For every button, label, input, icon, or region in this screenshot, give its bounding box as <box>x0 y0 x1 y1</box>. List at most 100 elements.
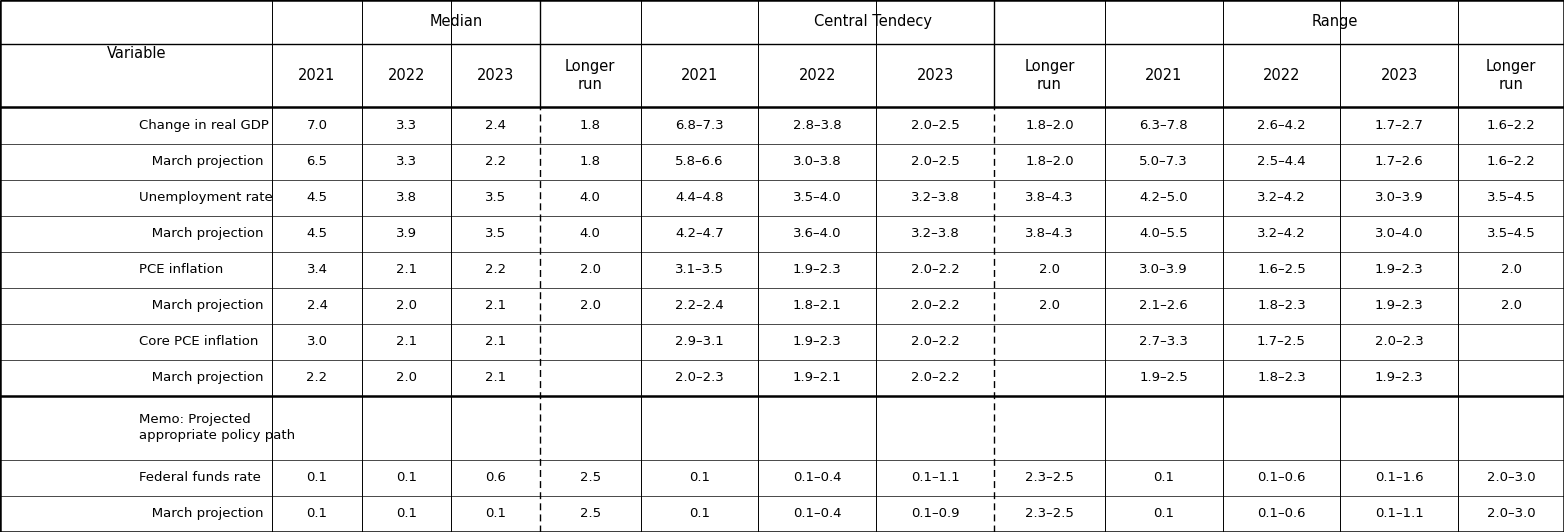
Text: 0.1–0.6: 0.1–0.6 <box>1257 471 1306 485</box>
Text: 2.0–2.2: 2.0–2.2 <box>910 300 959 312</box>
Text: 4.2–4.7: 4.2–4.7 <box>676 227 724 240</box>
Text: Core PCE inflation: Core PCE inflation <box>139 335 258 348</box>
Text: 3.5: 3.5 <box>485 227 505 240</box>
Text: 1.6–2.2: 1.6–2.2 <box>1487 155 1536 168</box>
Text: 2.2: 2.2 <box>485 155 505 168</box>
Text: 1.8–2.3: 1.8–2.3 <box>1257 371 1306 385</box>
Text: Longer
run: Longer run <box>1024 59 1074 93</box>
Text: 2022: 2022 <box>799 68 837 83</box>
Text: 2.0–2.2: 2.0–2.2 <box>910 263 959 276</box>
Text: 2.0: 2.0 <box>580 263 601 276</box>
Text: 1.9–2.3: 1.9–2.3 <box>793 335 841 348</box>
Text: 2.0: 2.0 <box>580 300 601 312</box>
Text: 2.0–2.5: 2.0–2.5 <box>910 155 959 168</box>
Text: 2.7–3.3: 2.7–3.3 <box>1139 335 1189 348</box>
Text: 0.1–1.1: 0.1–1.1 <box>1375 508 1423 520</box>
Text: 2.2: 2.2 <box>307 371 327 385</box>
Text: 2.0–2.3: 2.0–2.3 <box>676 371 724 385</box>
Text: 6.5: 6.5 <box>307 155 327 168</box>
Text: 0.1: 0.1 <box>1153 508 1175 520</box>
Text: 3.0: 3.0 <box>307 335 327 348</box>
Text: 3.3: 3.3 <box>396 119 416 132</box>
Text: 2.6–4.2: 2.6–4.2 <box>1257 119 1306 132</box>
Text: 1.8–2.3: 1.8–2.3 <box>1257 300 1306 312</box>
Text: 0.1: 0.1 <box>307 471 327 485</box>
Text: 2.1: 2.1 <box>485 335 505 348</box>
Text: 2.1: 2.1 <box>396 335 416 348</box>
Text: 2.0: 2.0 <box>396 371 416 385</box>
Text: 2.3–2.5: 2.3–2.5 <box>1024 508 1074 520</box>
Text: Memo: Projected
appropriate policy path: Memo: Projected appropriate policy path <box>139 413 296 443</box>
Text: 4.5: 4.5 <box>307 191 327 204</box>
Text: 2.0–3.0: 2.0–3.0 <box>1487 471 1536 485</box>
Text: 2.3–2.5: 2.3–2.5 <box>1024 471 1074 485</box>
Text: 2.0–3.0: 2.0–3.0 <box>1487 508 1536 520</box>
Text: 1.8: 1.8 <box>580 119 601 132</box>
Text: 0.1: 0.1 <box>396 508 416 520</box>
Text: 2.0–2.3: 2.0–2.3 <box>1375 335 1423 348</box>
Text: 2.0–2.2: 2.0–2.2 <box>910 371 959 385</box>
Text: 1.7–2.7: 1.7–2.7 <box>1375 119 1423 132</box>
Text: 2.1: 2.1 <box>485 300 505 312</box>
Text: 2.0: 2.0 <box>1038 263 1060 276</box>
Text: 0.6: 0.6 <box>485 471 505 485</box>
Text: 2.0–2.5: 2.0–2.5 <box>910 119 959 132</box>
Text: 2.0: 2.0 <box>1038 300 1060 312</box>
Text: 2.1: 2.1 <box>485 371 505 385</box>
Text: 1.9–2.1: 1.9–2.1 <box>793 371 841 385</box>
Text: 0.1–0.6: 0.1–0.6 <box>1257 508 1306 520</box>
Text: 2.5: 2.5 <box>580 508 601 520</box>
Text: 2022: 2022 <box>1262 68 1300 83</box>
Text: 0.1–0.4: 0.1–0.4 <box>793 508 841 520</box>
Text: 7.0: 7.0 <box>307 119 327 132</box>
Text: 0.1: 0.1 <box>1153 471 1175 485</box>
Text: 4.2–5.0: 4.2–5.0 <box>1140 191 1189 204</box>
Text: 0.1: 0.1 <box>485 508 505 520</box>
Text: Unemployment rate: Unemployment rate <box>139 191 274 204</box>
Text: 4.5: 4.5 <box>307 227 327 240</box>
Text: 2.4: 2.4 <box>485 119 505 132</box>
Text: 3.5–4.5: 3.5–4.5 <box>1487 191 1536 204</box>
Text: 3.5–4.5: 3.5–4.5 <box>1487 227 1536 240</box>
Text: 2.0–2.2: 2.0–2.2 <box>910 335 959 348</box>
Text: Median: Median <box>430 14 483 29</box>
Text: 2023: 2023 <box>1381 68 1419 83</box>
Text: 1.8–2.1: 1.8–2.1 <box>793 300 841 312</box>
Text: 0.1–1.6: 0.1–1.6 <box>1375 471 1423 485</box>
Text: 0.1: 0.1 <box>307 508 327 520</box>
Text: 5.0–7.3: 5.0–7.3 <box>1140 155 1189 168</box>
Text: 0.1–0.4: 0.1–0.4 <box>793 471 841 485</box>
Text: 3.2–4.2: 3.2–4.2 <box>1257 191 1306 204</box>
Text: 6.8–7.3: 6.8–7.3 <box>676 119 724 132</box>
Text: 2.0: 2.0 <box>396 300 416 312</box>
Text: 0.1: 0.1 <box>396 471 416 485</box>
Text: 3.0–3.9: 3.0–3.9 <box>1140 263 1189 276</box>
Text: 2.9–3.1: 2.9–3.1 <box>676 335 724 348</box>
Text: 2.1–2.6: 2.1–2.6 <box>1140 300 1189 312</box>
Text: 2.0: 2.0 <box>1500 300 1522 312</box>
Text: 1.8: 1.8 <box>580 155 601 168</box>
Text: 1.9–2.3: 1.9–2.3 <box>1375 300 1423 312</box>
Text: 3.6–4.0: 3.6–4.0 <box>793 227 841 240</box>
Text: 2023: 2023 <box>917 68 954 83</box>
Text: 2.8–3.8: 2.8–3.8 <box>793 119 841 132</box>
Text: 1.7–2.6: 1.7–2.6 <box>1375 155 1423 168</box>
Text: 3.8–4.3: 3.8–4.3 <box>1024 191 1074 204</box>
Text: 3.1–3.5: 3.1–3.5 <box>676 263 724 276</box>
Text: PCE inflation: PCE inflation <box>139 263 224 276</box>
Text: March projection: March projection <box>139 300 264 312</box>
Text: 3.2–4.2: 3.2–4.2 <box>1257 227 1306 240</box>
Text: 2.1: 2.1 <box>396 263 416 276</box>
Text: Longer
run: Longer run <box>1486 59 1536 93</box>
Text: 0.1–0.9: 0.1–0.9 <box>910 508 959 520</box>
Text: 3.3: 3.3 <box>396 155 416 168</box>
Text: 1.7–2.5: 1.7–2.5 <box>1257 335 1306 348</box>
Text: 1.9–2.3: 1.9–2.3 <box>793 263 841 276</box>
Text: Central Tendecy: Central Tendecy <box>813 14 932 29</box>
Text: 3.2–3.8: 3.2–3.8 <box>910 191 959 204</box>
Text: 3.0–3.8: 3.0–3.8 <box>793 155 841 168</box>
Text: 0.1: 0.1 <box>690 471 710 485</box>
Text: 3.4: 3.4 <box>307 263 327 276</box>
Text: Variable: Variable <box>106 46 166 61</box>
Text: 2.5–4.4: 2.5–4.4 <box>1257 155 1306 168</box>
